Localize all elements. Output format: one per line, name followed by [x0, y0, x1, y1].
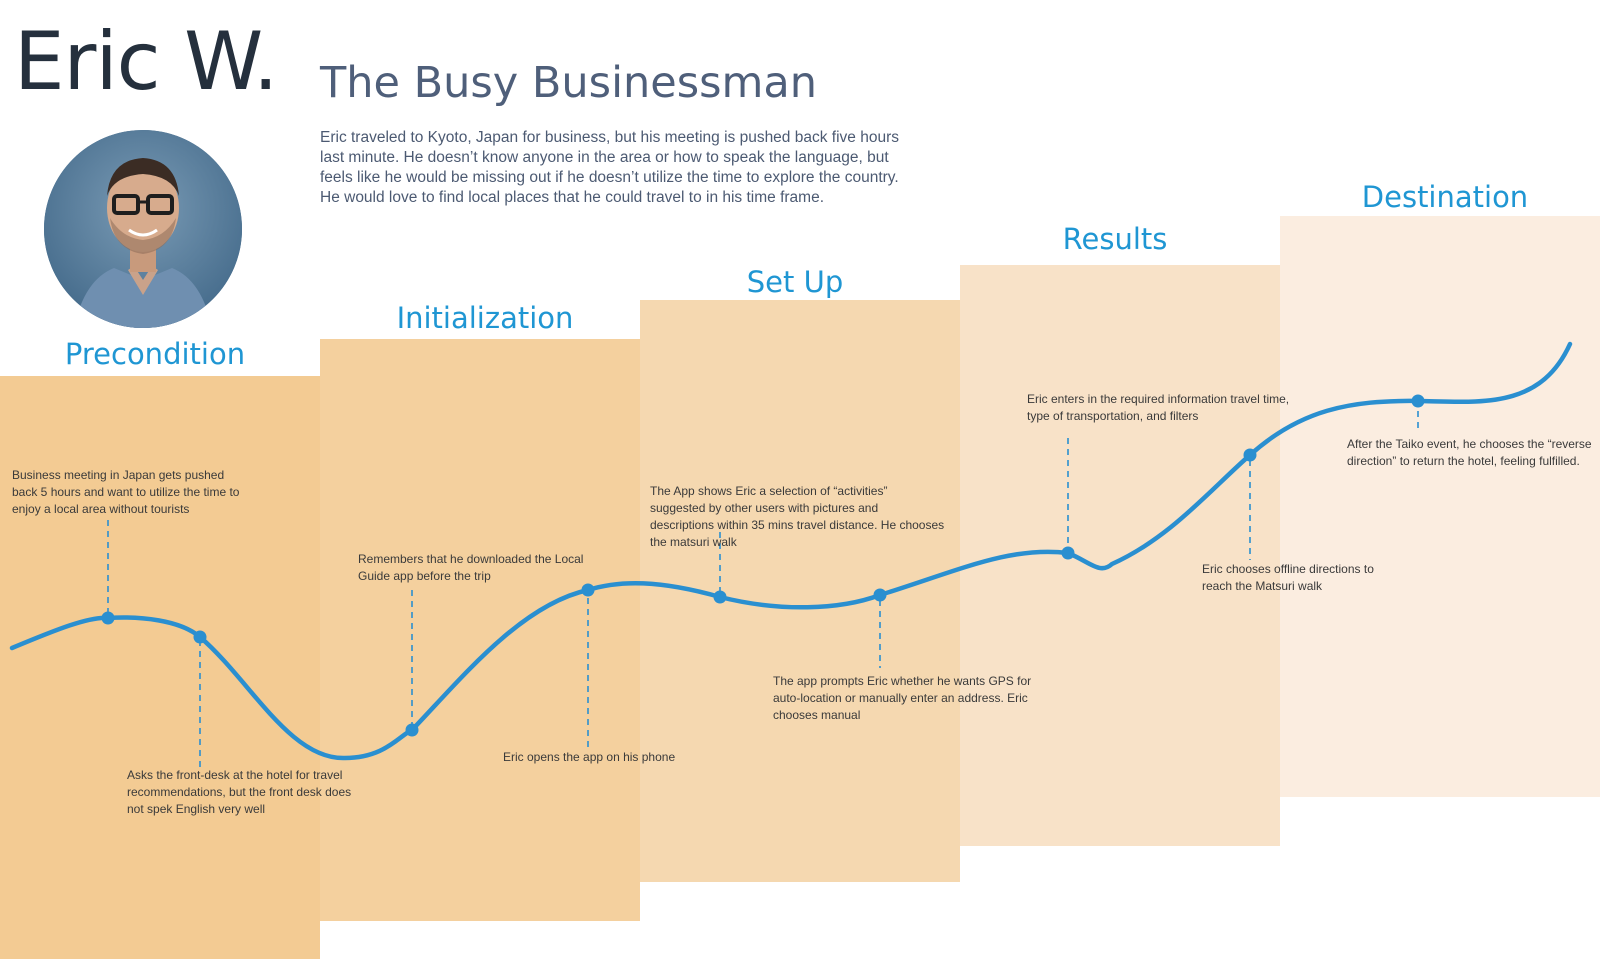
stage-title-destination: Destination — [1361, 180, 1529, 214]
journey-points — [101, 394, 1425, 737]
event-gps-prompt: The app prompts Eric whether he wants GP… — [773, 674, 1032, 722]
event-offline-directions: Eric chooses offline directions to reach… — [1202, 562, 1374, 593]
persona-avatar — [44, 130, 242, 328]
event-reverse-direction: After the Taiko event, he chooses the “r… — [1347, 437, 1592, 468]
journey-point — [713, 590, 727, 604]
journey-point — [581, 583, 595, 597]
stage-title-precondition: Precondition — [64, 337, 246, 371]
journey-curve — [9, 341, 1573, 761]
journey-point — [873, 588, 887, 602]
stage-band-precondition — [0, 376, 320, 959]
journey-point — [1061, 546, 1075, 560]
connector-lines — [107, 400, 1419, 768]
stage-band-destination — [1280, 216, 1600, 797]
event-shows-activities: The App shows Eric a selection of “activ… — [650, 484, 945, 549]
persona-name: Eric W. — [14, 15, 278, 108]
stage-title-initialization: Initialization — [396, 301, 574, 335]
stage-band-initialization — [320, 339, 640, 921]
journey-point — [101, 611, 115, 625]
journey-point — [193, 630, 207, 644]
persona-title: The Busy Businessman — [320, 58, 818, 108]
stage-title-set-up: Set Up — [746, 265, 844, 299]
event-meeting-pushed: Business meeting in Japan gets pushed ba… — [12, 468, 240, 516]
event-asks-front-desk: Asks the front-desk at the hotel for tra… — [127, 768, 352, 816]
persona-description: Eric traveled to Kyoto, Japan for busine… — [320, 129, 899, 206]
journey-point — [1243, 448, 1257, 462]
event-enters-info: Eric enters in the required information … — [1027, 392, 1290, 423]
event-opens-app: Eric opens the app on his phone — [503, 750, 676, 764]
journey-point — [1411, 394, 1425, 408]
stage-title-results: Results — [1062, 222, 1168, 256]
event-remembers-app: Remembers that he downloaded the Local G… — [358, 552, 584, 583]
journey-point — [405, 723, 419, 737]
